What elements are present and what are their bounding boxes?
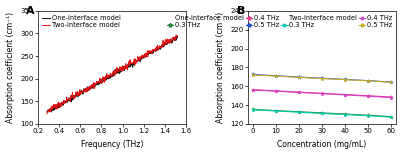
- One-interface model: [88, 87, 92, 89]
- One-interface model: [45, 111, 50, 113]
- One-interface model: [175, 35, 180, 37]
- One-interface model: [96, 81, 101, 83]
- X-axis label: Frequency (THz): Frequency (THz): [81, 140, 143, 149]
- Two-interface model: [174, 34, 178, 36]
- Text: A: A: [26, 6, 35, 16]
- Two-interface model: [175, 35, 180, 37]
- Two-interface model: [139, 55, 144, 57]
- One-interface model: [139, 58, 144, 60]
- Two-interface model: [140, 57, 144, 59]
- One-interface model: [127, 62, 132, 64]
- Legend: One-interface model, Two-interface model: One-interface model, Two-interface model: [41, 14, 122, 29]
- Two-interface model: [127, 62, 132, 64]
- One-interface model: [44, 111, 49, 113]
- Two-interface model: [96, 80, 101, 82]
- One-interface model: [61, 104, 66, 106]
- Two-interface model: [60, 102, 65, 104]
- Text: B: B: [237, 6, 245, 16]
- Legend: One-interface model, 0.3 THz, 0.4 THz, 0.5 THz, Two-interface model, 0.3 THz, 0.: One-interface model, 0.3 THz, 0.4 THz, 0…: [166, 14, 393, 29]
- Y-axis label: Absorption coefficient (cm⁻¹): Absorption coefficient (cm⁻¹): [6, 12, 15, 123]
- X-axis label: Concentration (mg/mL): Concentration (mg/mL): [278, 140, 367, 149]
- Y-axis label: Absorption coefficient (cm⁻¹): Absorption coefficient (cm⁻¹): [216, 12, 225, 123]
- Two-interface model: [87, 85, 92, 87]
- Line: Two-interface model: Two-interface model: [47, 35, 178, 114]
- Line: One-interface model: One-interface model: [47, 36, 178, 112]
- Two-interface model: [44, 113, 49, 115]
- One-interface model: [140, 58, 144, 60]
